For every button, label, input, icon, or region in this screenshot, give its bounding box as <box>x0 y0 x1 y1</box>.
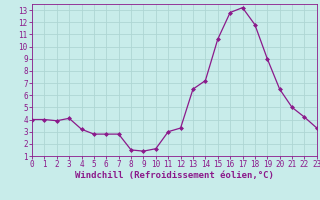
X-axis label: Windchill (Refroidissement éolien,°C): Windchill (Refroidissement éolien,°C) <box>75 171 274 180</box>
